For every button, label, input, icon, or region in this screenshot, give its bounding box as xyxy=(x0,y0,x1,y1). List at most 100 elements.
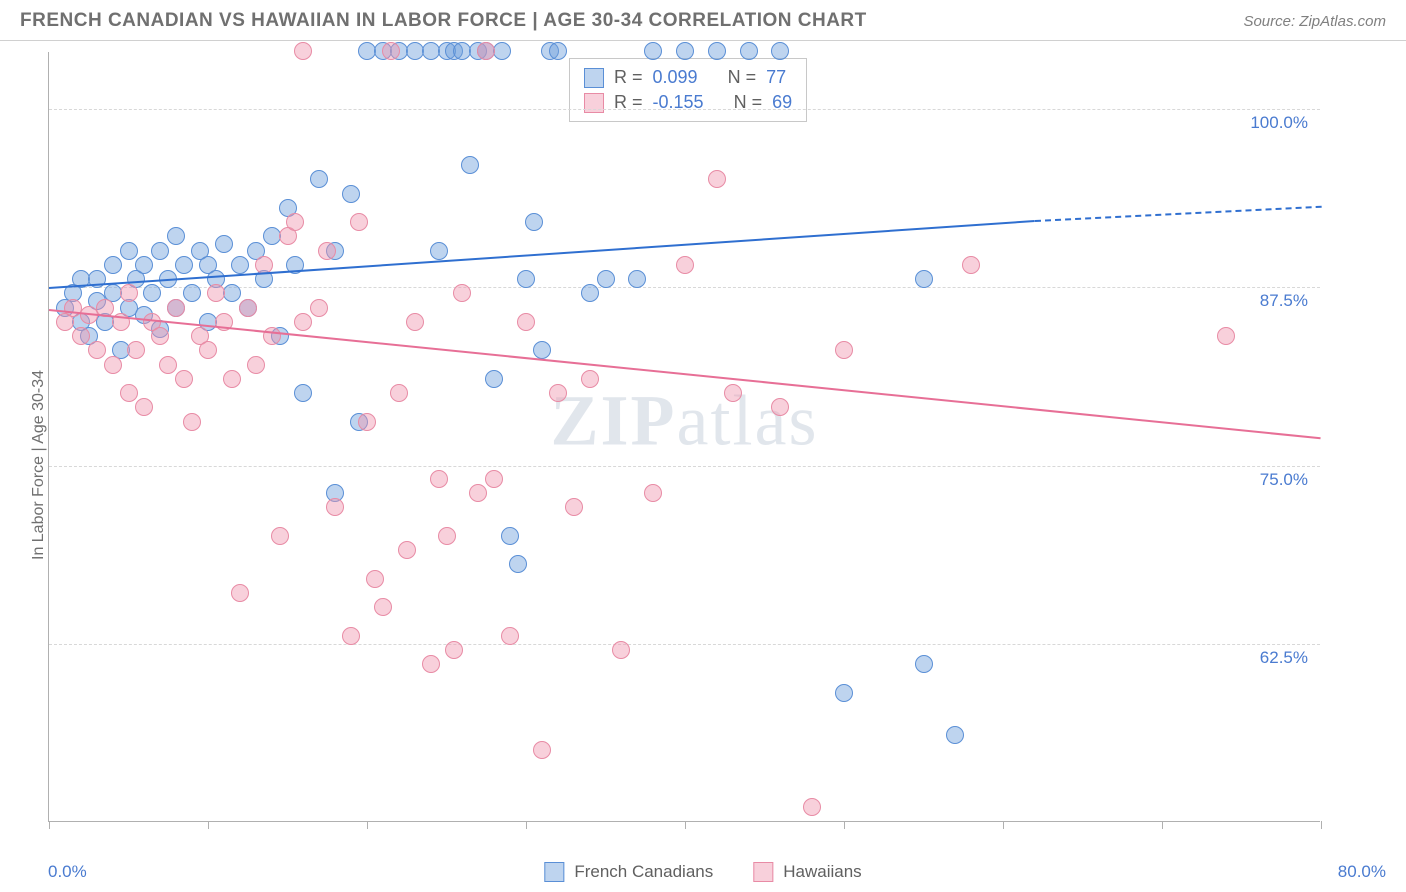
swatch-icon xyxy=(544,862,564,882)
x-tick xyxy=(526,821,527,829)
x-tick xyxy=(1162,821,1163,829)
data-point xyxy=(231,584,249,602)
data-point xyxy=(581,370,599,388)
data-point xyxy=(239,299,257,317)
data-point xyxy=(310,299,328,317)
y-tick-label: 75.0% xyxy=(1260,470,1308,490)
data-point xyxy=(151,327,169,345)
data-point xyxy=(533,741,551,759)
data-point xyxy=(430,470,448,488)
data-point xyxy=(127,341,145,359)
data-point xyxy=(72,327,90,345)
data-point xyxy=(215,235,233,253)
data-point xyxy=(453,284,471,302)
swatch-icon xyxy=(584,68,604,88)
data-point xyxy=(151,242,169,260)
x-axis-end: 80.0% xyxy=(1338,862,1386,882)
data-point xyxy=(294,313,312,331)
data-point xyxy=(294,42,312,60)
legend-label: French Canadians xyxy=(574,862,713,882)
data-point xyxy=(422,655,440,673)
data-point xyxy=(350,213,368,231)
data-point xyxy=(342,627,360,645)
data-point xyxy=(962,256,980,274)
data-point xyxy=(708,170,726,188)
data-point xyxy=(223,370,241,388)
data-point xyxy=(120,384,138,402)
stats-legend: R = 0.099 N = 77 R = -0.155 N = 69 xyxy=(569,58,807,122)
stats-row: R = -0.155 N = 69 xyxy=(584,90,792,115)
data-point xyxy=(390,384,408,402)
data-point xyxy=(493,42,511,60)
data-point xyxy=(207,284,225,302)
data-point xyxy=(223,284,241,302)
legend-item: Hawaiians xyxy=(753,862,861,882)
data-point xyxy=(104,356,122,374)
data-point xyxy=(549,42,567,60)
data-point xyxy=(406,313,424,331)
data-point xyxy=(644,42,662,60)
legend-label: Hawaiians xyxy=(783,862,861,882)
data-point xyxy=(398,541,416,559)
x-axis-start: 0.0% xyxy=(48,862,87,882)
data-point xyxy=(915,270,933,288)
x-tick xyxy=(208,821,209,829)
data-point xyxy=(159,356,177,374)
data-point xyxy=(167,299,185,317)
data-point xyxy=(835,341,853,359)
legend-item: French Canadians xyxy=(544,862,713,882)
data-point xyxy=(120,242,138,260)
data-point xyxy=(167,227,185,245)
y-tick-label: 62.5% xyxy=(1260,648,1308,668)
data-point xyxy=(946,726,964,744)
data-point xyxy=(771,398,789,416)
x-tick xyxy=(49,821,50,829)
data-point xyxy=(318,242,336,260)
data-point xyxy=(708,42,726,60)
data-point xyxy=(469,484,487,502)
data-point xyxy=(915,655,933,673)
scatter-chart: ZIPatlas R = 0.099 N = 77 R = -0.155 N =… xyxy=(48,52,1320,822)
x-tick xyxy=(367,821,368,829)
data-point xyxy=(175,256,193,274)
data-point xyxy=(438,527,456,545)
data-point xyxy=(549,384,567,402)
data-point xyxy=(477,42,495,60)
data-point xyxy=(597,270,615,288)
data-point xyxy=(676,42,694,60)
gridline xyxy=(49,644,1320,645)
data-point xyxy=(485,470,503,488)
data-point xyxy=(374,598,392,616)
gridline xyxy=(49,109,1320,110)
data-point xyxy=(581,284,599,302)
data-point xyxy=(835,684,853,702)
data-point xyxy=(382,42,400,60)
data-point xyxy=(644,484,662,502)
data-point xyxy=(525,213,543,231)
data-point xyxy=(135,256,153,274)
data-point xyxy=(326,498,344,516)
data-point xyxy=(612,641,630,659)
data-point xyxy=(676,256,694,274)
data-point xyxy=(485,370,503,388)
data-point xyxy=(533,341,551,359)
data-point xyxy=(120,284,138,302)
data-point xyxy=(445,641,463,659)
data-point xyxy=(724,384,742,402)
gridline xyxy=(49,466,1320,467)
trend-line xyxy=(1035,206,1321,222)
data-point xyxy=(247,356,265,374)
data-point xyxy=(175,370,193,388)
swatch-icon xyxy=(753,862,773,882)
x-tick xyxy=(685,821,686,829)
source-label: Source: ZipAtlas.com xyxy=(1243,13,1386,30)
data-point xyxy=(286,213,304,231)
data-point xyxy=(628,270,646,288)
y-axis-label: In Labor Force | Age 30-34 xyxy=(30,370,48,560)
x-tick xyxy=(1003,821,1004,829)
watermark: ZIPatlas xyxy=(551,380,819,463)
data-point xyxy=(565,498,583,516)
data-point xyxy=(271,527,289,545)
data-point xyxy=(517,270,535,288)
data-point xyxy=(88,341,106,359)
